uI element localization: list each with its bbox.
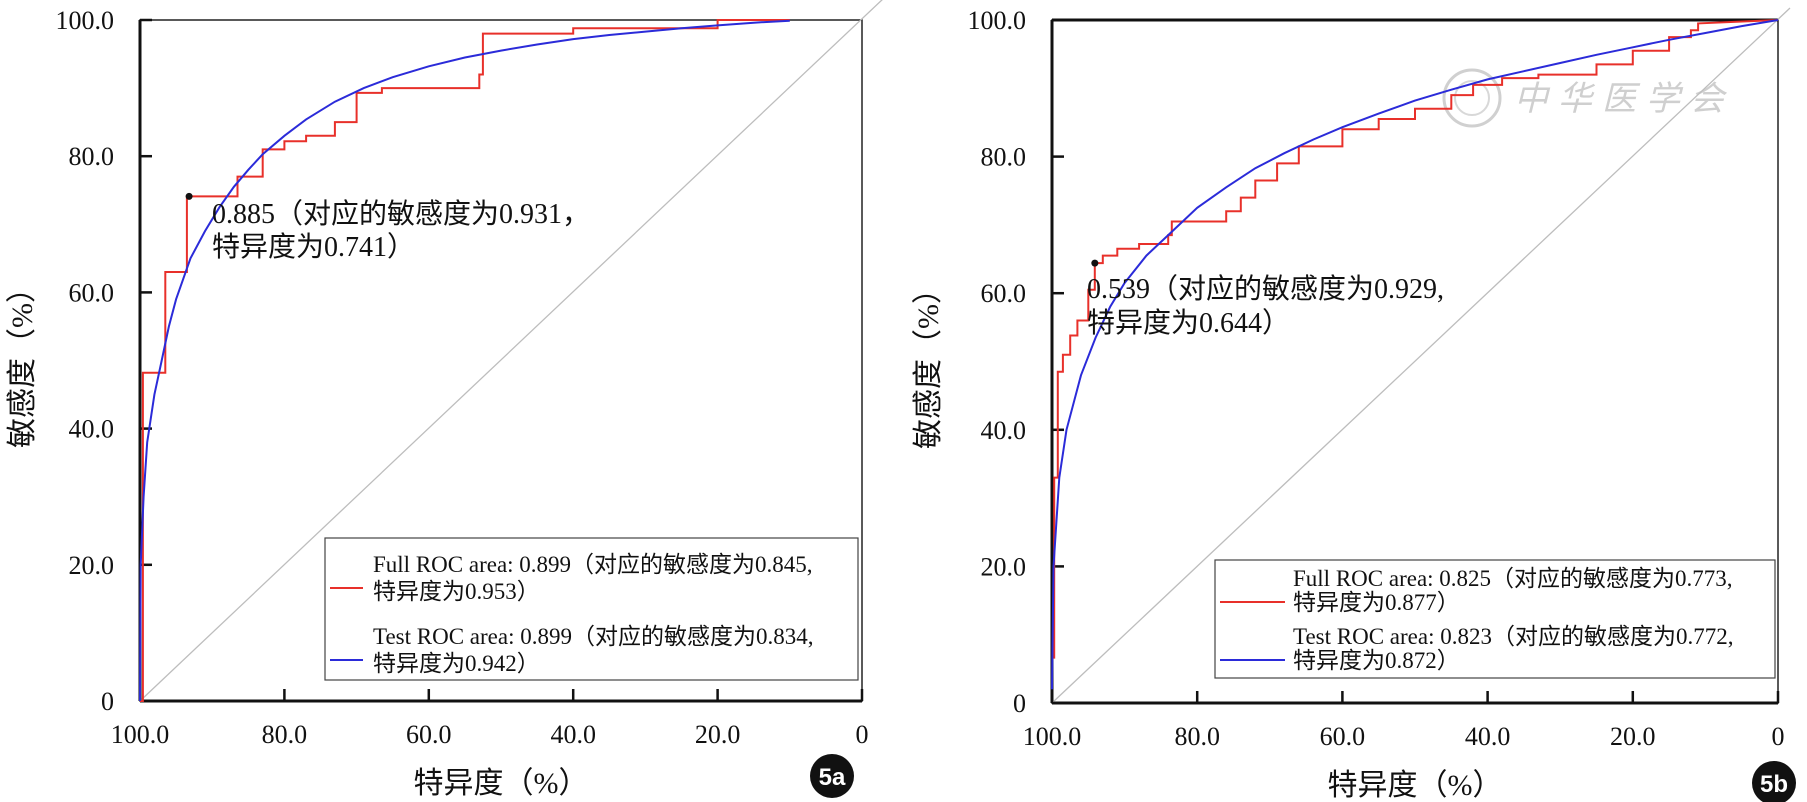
annotation-text-line-1: 0.885（对应的敏感度为0.931， xyxy=(212,198,590,230)
legend-entry-line-2: 特异度为0.877） xyxy=(1293,590,1460,615)
legend-box xyxy=(1214,559,1776,679)
watermark-text: 中华医学会 xyxy=(1514,79,1734,119)
x-tick-label: 0 xyxy=(856,720,869,749)
y-tick-label: 20.0 xyxy=(69,551,115,580)
x-tick-label: 80.0 xyxy=(262,720,308,749)
annotation-text-line-1: 0.539（对应的敏感度为0.929, xyxy=(1087,273,1444,305)
watermark-seal-icon xyxy=(1442,68,1502,128)
panel-badge xyxy=(1752,761,1796,802)
legend-entry-line-1: Full ROC area: 0.825（对应的敏感度为0.773, xyxy=(1293,566,1733,591)
y-tick-label: 100.0 xyxy=(56,6,115,35)
chart-panel-5a: 0 20.0 40.0 60.0 80.0 100.0 100.0 80.0 60.0 40.0 2… xyxy=(6,0,883,800)
y-tick-label: 100.0 xyxy=(968,6,1027,35)
y-tick-label: 20.0 xyxy=(981,552,1027,581)
panel-badge xyxy=(810,754,854,798)
y-tick-label: 80.0 xyxy=(69,142,115,171)
series-line-test-roc xyxy=(1051,19,1779,690)
y-tick-label: 0 xyxy=(101,687,114,716)
y-tick-label: 0 xyxy=(1013,689,1026,718)
x-tick-label: 0 xyxy=(1772,722,1785,751)
y-tick-label: 40.0 xyxy=(981,416,1027,445)
reference-diagonal xyxy=(139,0,883,702)
x-tick-label: 100.0 xyxy=(1023,722,1082,751)
y-tick-label: 40.0 xyxy=(69,415,115,444)
series-line-full-roc xyxy=(1053,19,1779,659)
watermark-logo: 中华医学会 xyxy=(1442,68,1734,128)
y-tick-label: 60.0 xyxy=(981,279,1027,308)
x-tick-label: 40.0 xyxy=(1465,722,1511,751)
x-tick-label: 20.0 xyxy=(1610,722,1656,751)
watermark-seal-inner-icon xyxy=(1454,80,1490,116)
legend-entry-line-1: Full ROC area: 0.899（对应的敏感度为0.845, xyxy=(373,552,813,577)
legend: Full ROC area: 0.899（对应的敏感度为0.845,特异度为0.… xyxy=(324,537,859,681)
legend-entry-line-1: Test ROC area: 0.823（对应的敏感度为0.772, xyxy=(1293,624,1733,649)
legend: Full ROC area: 0.825（对应的敏感度为0.773,特异度为0.… xyxy=(1214,559,1776,679)
annotation-point xyxy=(185,192,193,200)
legend-entry-line-2: 特异度为0.872） xyxy=(1293,648,1460,673)
y-tick-label: 60.0 xyxy=(69,278,115,307)
legend-box xyxy=(324,537,859,681)
annotation-text-line-2: 特异度为0.741） xyxy=(212,231,415,263)
y-axis-label: 敏感度（%） xyxy=(6,273,39,448)
x-tick-label: 60.0 xyxy=(406,720,452,749)
annotation-point xyxy=(1091,259,1099,267)
legend-entry-line-2: 特异度为0.953） xyxy=(373,579,540,604)
y-axis-label: 敏感度（%） xyxy=(912,274,945,449)
panel-label: 5b xyxy=(1760,771,1788,798)
annotation-text-line-2: 特异度为0.644） xyxy=(1087,307,1290,339)
y-tick-label: 80.0 xyxy=(981,143,1027,172)
legend-entry-line-1: Test ROC area: 0.899（对应的敏感度为0.834, xyxy=(373,624,813,649)
series-line-test-roc xyxy=(139,19,790,702)
x-tick-label: 80.0 xyxy=(1174,722,1220,751)
x-axis-label: 特异度（%） xyxy=(414,767,589,800)
chart-panel-5b: 中华医学会 0 20.0 40.0 60.0 80.0 100.0 100.0 80.0 60.0… xyxy=(912,6,1796,802)
x-tick-label: 100.0 xyxy=(111,720,170,749)
x-axis-label: 特异度（%） xyxy=(1328,769,1503,802)
legend-entry-line-2: 特异度为0.942） xyxy=(373,651,540,676)
series-line-full-roc xyxy=(140,19,790,702)
x-tick-label: 20.0 xyxy=(695,720,741,749)
reference-diagonal xyxy=(1051,7,1791,704)
x-tick-label: 40.0 xyxy=(550,720,596,749)
panel-label: 5a xyxy=(819,764,846,791)
x-tick-label: 60.0 xyxy=(1320,722,1366,751)
